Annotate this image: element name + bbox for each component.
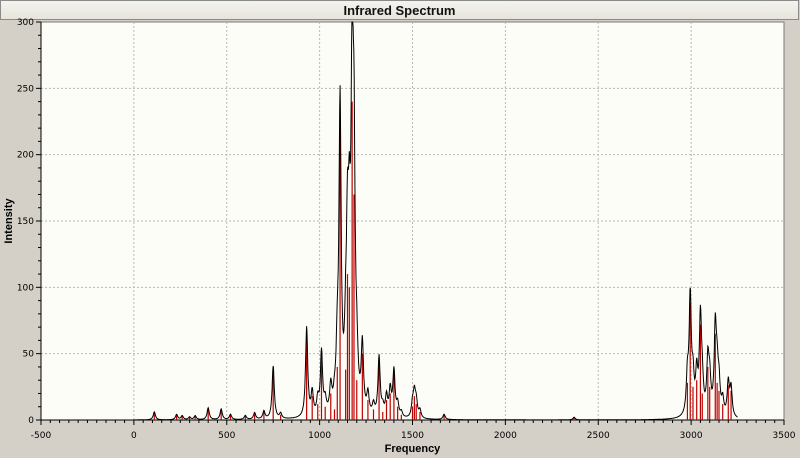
x-tick-label: -500 bbox=[31, 431, 52, 441]
y-tick-label: 300 bbox=[17, 18, 34, 28]
x-axis-label: Frequency bbox=[385, 443, 442, 455]
y-tick-label: 50 bbox=[23, 350, 35, 360]
y-axis-label: Intensity bbox=[3, 198, 15, 244]
plot-area bbox=[40, 21, 785, 421]
y-tick-label: 100 bbox=[17, 283, 34, 293]
stick-series bbox=[153, 101, 732, 420]
y-tick-label: 150 bbox=[17, 217, 34, 227]
y-tick-label: 200 bbox=[17, 151, 34, 161]
y-tick-label: 250 bbox=[17, 84, 34, 94]
chart-title: Infrared Spectrum bbox=[0, 0, 799, 20]
envelope-line bbox=[133, 21, 738, 421]
x-tick-label: 3500 bbox=[773, 431, 796, 441]
x-tick-label: 500 bbox=[218, 431, 235, 441]
x-tick-label: 2500 bbox=[587, 431, 610, 441]
x-tick-label: 3000 bbox=[680, 431, 703, 441]
x-tick-label: 1000 bbox=[308, 431, 331, 441]
y-tick-label: 0 bbox=[28, 416, 34, 426]
x-tick-label: 1500 bbox=[401, 431, 424, 441]
x-tick-label: 2000 bbox=[494, 431, 517, 441]
x-tick-label: 0 bbox=[131, 431, 137, 441]
